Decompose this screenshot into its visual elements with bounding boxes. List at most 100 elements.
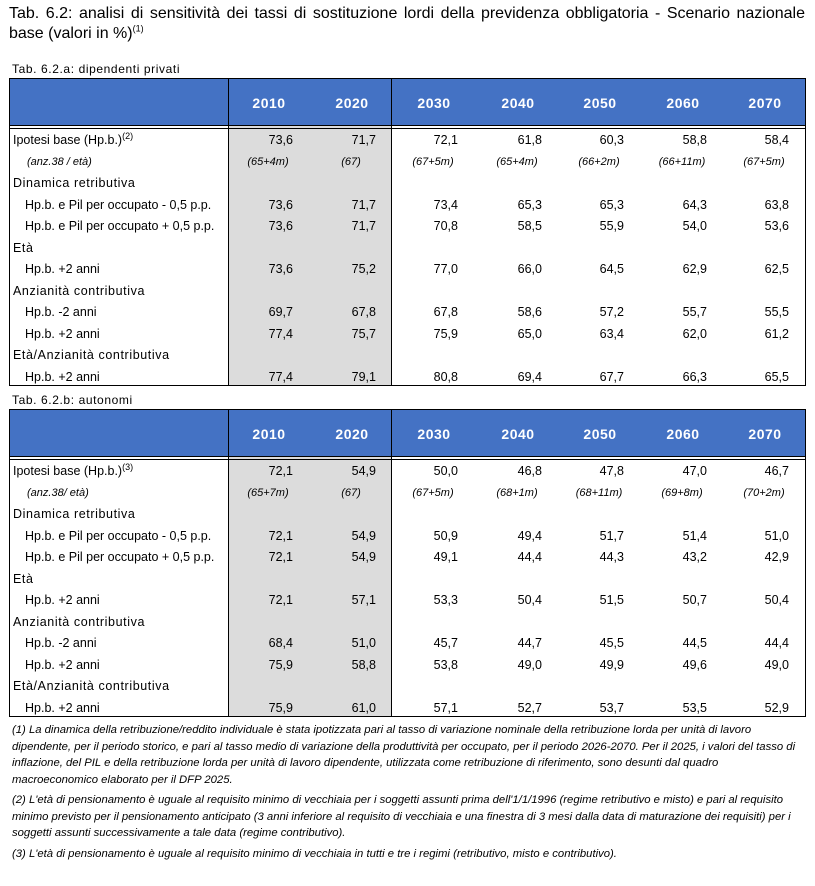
table-cell: 54,9	[351, 464, 376, 478]
table-cell: 66,0	[517, 262, 542, 276]
table-cell: 62,0	[682, 326, 707, 341]
table-cell: (66+2m)	[578, 155, 620, 168]
table-cell: 57,2	[599, 305, 624, 319]
table-cell: 46,8	[517, 464, 542, 478]
table-cell: 71,7	[351, 197, 376, 212]
table-cell: 63,8	[764, 197, 789, 212]
table-cell: 45,5	[599, 636, 624, 650]
table-cell: 55,9	[599, 219, 624, 233]
table-right-border	[805, 409, 806, 717]
row-label: Hp.b. -2 anni	[25, 305, 97, 319]
table-cell: 47,8	[599, 464, 624, 478]
table-cell: 69,7	[268, 305, 293, 319]
table-cell: 72,1	[268, 593, 293, 607]
table-cell: 60,3	[599, 133, 624, 147]
table-row: Età	[9, 569, 806, 590]
table-cell: 57,1	[351, 593, 376, 607]
table-cell: 75,2	[351, 262, 376, 276]
table-cell: 67,7	[599, 369, 624, 384]
row-label: Hp.b. +2 anni	[25, 262, 100, 276]
table-cell: 71,7	[351, 133, 376, 147]
footnote-3: (3) L'età di pensionamento è uguale al r…	[12, 847, 617, 860]
shaded-historical-columns	[228, 126, 391, 386]
footnote-2: (2) L'età di pensionamento è uguale al r…	[12, 794, 791, 839]
table-cell: 53,6	[764, 219, 789, 233]
row-label: Ipotesi base (Hp.b.)(2)	[13, 130, 134, 147]
header-bottom-double-line	[9, 128, 806, 129]
table-cell: 73,6	[268, 219, 293, 233]
footnotes: (1) La dinamica della retribuzione/reddi…	[12, 722, 807, 866]
table-cell: (67)	[341, 155, 361, 168]
table-cell: 43,2	[682, 550, 707, 564]
table-cell: 55,5	[764, 305, 789, 319]
table-cell: 53,7	[599, 700, 624, 715]
table-cell: 67,8	[433, 305, 458, 319]
table-cell: 75,9	[433, 326, 458, 341]
table-cell: 54,0	[682, 219, 707, 233]
table-row: Anzianità contributiva	[9, 281, 806, 302]
table-row: Età	[9, 238, 806, 259]
table-left-border	[9, 409, 10, 717]
table-row: Hp.b. +2 anni 77,4 75,7 75,9 65,0 63,4 62,0 61,…	[9, 324, 806, 345]
table-cell: (69+8m)	[661, 486, 703, 499]
table-cell: 44,4	[517, 550, 542, 564]
row-label: (anz.38 / età)	[27, 155, 92, 168]
year-header: 2070	[748, 95, 782, 111]
year-header: 2020	[335, 426, 369, 442]
subtitle-table-a: Tab. 6.2.a: dipendenti privati	[12, 62, 181, 76]
year-header: 2070	[748, 426, 782, 442]
table-cell: 58,8	[682, 133, 707, 147]
row-label: Hp.b. -2 anni	[25, 636, 97, 650]
row-label: Hp.b. e Pil per occupato + 0,5 p.p.	[25, 219, 215, 233]
table-cell: 47,0	[682, 464, 707, 478]
table-cell: 77,0	[433, 262, 458, 276]
table-cell: 52,7	[517, 700, 542, 715]
shaded-historical-columns	[228, 457, 391, 717]
table-cell: 50,9	[433, 528, 458, 543]
row-label: Hp.b. e Pil per occupato - 0,5 p.p.	[25, 528, 212, 543]
table-cell: 77,4	[268, 326, 293, 341]
year-header: 2050	[583, 426, 617, 442]
table-cell: (66+11m)	[658, 155, 706, 168]
footnote-1: (1) La dinamica della retribuzione/reddi…	[12, 724, 796, 786]
table-cell: 50,4	[517, 593, 542, 607]
table-cell: 72,1	[268, 464, 293, 478]
table-cell: 77,4	[268, 369, 293, 384]
table-cell: (65+7m)	[247, 486, 289, 499]
table-cell: 51,4	[682, 528, 707, 543]
subtitle-table-b: Tab. 6.2.b: autonomi	[12, 393, 133, 407]
table-cell: 66,3	[682, 369, 707, 384]
table-cell: 51,7	[599, 528, 624, 543]
table-cell: 58,8	[351, 657, 376, 672]
header-row: 2010 2020 2030 2040 2050 2060 2070	[9, 78, 806, 126]
table-cell: 45,7	[433, 636, 458, 650]
year-header: 2030	[417, 426, 451, 442]
header-bottom-double-line	[9, 459, 806, 460]
table-cell: 75,9	[268, 657, 293, 672]
table-cell: (67+5m)	[743, 155, 785, 168]
table-cell: 58,5	[517, 219, 542, 233]
table-cell: 44,5	[682, 636, 707, 650]
table-cell: 42,9	[764, 550, 789, 564]
table-cell: 54,9	[351, 550, 376, 564]
table-cell: 68,4	[268, 636, 293, 650]
table-cell: 65,5	[764, 369, 789, 384]
table-cell: 71,7	[351, 219, 376, 233]
table-cell: 65,0	[517, 326, 542, 341]
row-footnote-ref: (2)	[122, 130, 134, 141]
table-cell: 53,3	[433, 593, 458, 607]
table-cell: 54,9	[351, 528, 376, 543]
table-cell: 73,6	[268, 133, 293, 147]
column-divider	[391, 78, 392, 386]
table-cell: 75,9	[268, 700, 293, 715]
table-row: Hp.b. +2 anni 75,9 58,8 53,8 49,0 49,9 49,6 49,…	[9, 655, 806, 676]
table-row: Hp.b. +2 anni 73,6 75,2 77,0 66,0 64,5 62,9 62,…	[9, 259, 806, 280]
year-header: 2010	[252, 95, 286, 111]
row-label: Ipotesi base (Hp.b.)(3)	[13, 461, 134, 478]
table-cell: (67+5m)	[412, 155, 454, 168]
year-header: 2030	[417, 95, 451, 111]
table-cell: (65+4m)	[496, 155, 538, 168]
table-cell: 49,0	[517, 657, 542, 672]
year-header: 2010	[252, 426, 286, 442]
table-row: Hp.b. +2 anni 75,9 61,0 57,1 52,7 53,7 53,5 52,…	[9, 698, 806, 719]
